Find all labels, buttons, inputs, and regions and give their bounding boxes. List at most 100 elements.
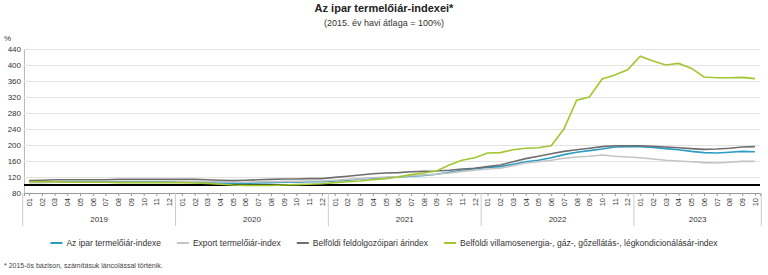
- x-tick: 10: [598, 193, 607, 206]
- x-tick-mark: [437, 193, 438, 196]
- subtitle: (2015. év havi átlaga = 100%): [324, 18, 444, 28]
- x-tick-label: 02: [38, 198, 47, 206]
- x-tick: 02: [343, 193, 352, 206]
- x-tick-label: 11: [611, 198, 620, 206]
- grid-line: [24, 49, 760, 50]
- x-tick-mark: [538, 193, 539, 196]
- x-tick-label: 10: [751, 198, 760, 206]
- x-tick: 02: [191, 193, 200, 206]
- year-divider: [633, 193, 634, 226]
- x-tick-mark: [679, 193, 680, 196]
- x-tick: 07: [713, 193, 722, 206]
- x-tick: 09: [127, 193, 136, 206]
- x-tick-mark: [577, 193, 578, 196]
- x-tick: 06: [89, 193, 98, 206]
- x-tick-label: 01: [25, 198, 34, 206]
- x-tick: 11: [458, 193, 467, 206]
- x-tick: 07: [254, 193, 263, 206]
- x-tick-mark: [131, 193, 132, 196]
- x-tick: 04: [674, 193, 683, 206]
- year-label: 2019: [90, 215, 108, 224]
- x-tick: 06: [394, 193, 403, 206]
- x-tick-label: 07: [101, 198, 110, 206]
- x-tick-label: 03: [356, 198, 365, 206]
- x-tick-label: 04: [369, 198, 378, 206]
- x-tick-label: 07: [407, 198, 416, 206]
- x-tick-mark: [207, 193, 208, 196]
- x-tick: 10: [751, 193, 760, 206]
- year-label: 2021: [396, 215, 414, 224]
- year-divider: [761, 193, 762, 226]
- x-tick-mark: [449, 193, 450, 196]
- x-tick-label: 05: [534, 198, 543, 206]
- year-label: 2023: [689, 215, 707, 224]
- y-axis-line: [25, 50, 761, 194]
- x-tick-label: 01: [636, 198, 645, 206]
- x-tick-mark: [373, 193, 374, 196]
- x-tick-mark: [284, 193, 285, 196]
- x-tick-mark: [424, 193, 425, 196]
- y-tick: 320: [8, 93, 760, 102]
- x-tick-label: 04: [216, 198, 225, 206]
- year-divider: [175, 193, 176, 226]
- x-tick: 10: [140, 193, 149, 206]
- x-tick: 05: [382, 193, 391, 206]
- x-tick-label: 04: [674, 198, 683, 206]
- legend-item: Belföldi feldolgozóipari árindex: [297, 238, 429, 248]
- x-tick-label: 02: [191, 198, 200, 206]
- x-tick: 05: [229, 193, 238, 206]
- x-tick-label: 09: [432, 198, 441, 206]
- x-tick: 11: [152, 193, 161, 206]
- x-axis: 0102030405060708091011120102030405060708…: [25, 193, 761, 206]
- x-tick: 09: [738, 193, 747, 206]
- reference-line: [24, 184, 760, 186]
- x-tick: 03: [203, 193, 212, 206]
- x-tick-mark: [564, 193, 565, 196]
- y-tick: 240: [8, 125, 760, 134]
- x-tick-mark: [717, 193, 718, 196]
- series-line: [29, 146, 755, 181]
- x-tick-mark: [398, 193, 399, 196]
- x-tick-mark: [488, 193, 489, 196]
- x-tick-mark: [258, 193, 259, 196]
- x-tick-mark: [628, 193, 629, 196]
- x-tick: 06: [241, 193, 250, 206]
- x-tick: 12: [471, 193, 480, 206]
- legend-label: Belföldi villamosenergia-, gáz-, gőzellá…: [460, 238, 718, 248]
- x-tick: 01: [331, 193, 340, 206]
- x-tick-mark: [602, 193, 603, 196]
- x-tick-label: 07: [713, 198, 722, 206]
- x-tick-label: 11: [458, 198, 467, 206]
- x-tick-mark: [513, 193, 514, 196]
- legend-swatch: [444, 242, 456, 244]
- x-tick-mark: [156, 193, 157, 196]
- x-tick: 10: [445, 193, 454, 206]
- grid-line: [24, 97, 760, 98]
- x-tick-label: 01: [331, 198, 340, 206]
- x-tick: 05: [76, 193, 85, 206]
- y-tick-label: 320: [8, 93, 22, 102]
- x-tick-mark: [347, 193, 348, 196]
- x-axis-line: [25, 194, 761, 197]
- x-tick-label: 12: [623, 198, 632, 206]
- x-tick-label: 02: [343, 198, 352, 206]
- x-tick-mark: [144, 193, 145, 196]
- x-tick: 02: [649, 193, 658, 206]
- x-tick-mark: [589, 193, 590, 196]
- x-tick-mark: [80, 193, 81, 196]
- grid-line: [24, 65, 760, 66]
- x-tick-label: 03: [509, 198, 518, 206]
- y-tick-label: 240: [8, 125, 22, 134]
- x-tick-mark: [322, 193, 323, 196]
- x-tick: 02: [38, 193, 47, 206]
- chart: Az ipar termelőiár-indexei*(2015. év hav…: [0, 0, 768, 275]
- y-tick: 80: [12, 189, 760, 198]
- x-tick: 11: [611, 193, 620, 206]
- y-tick-label: 160: [8, 157, 22, 166]
- x-tick: 08: [420, 193, 429, 206]
- x-tick: 03: [50, 193, 59, 206]
- x-tick: 07: [407, 193, 416, 206]
- year-label: 2020: [243, 215, 261, 224]
- x-tick-label: 05: [76, 198, 85, 206]
- x-tick: 05: [687, 193, 696, 206]
